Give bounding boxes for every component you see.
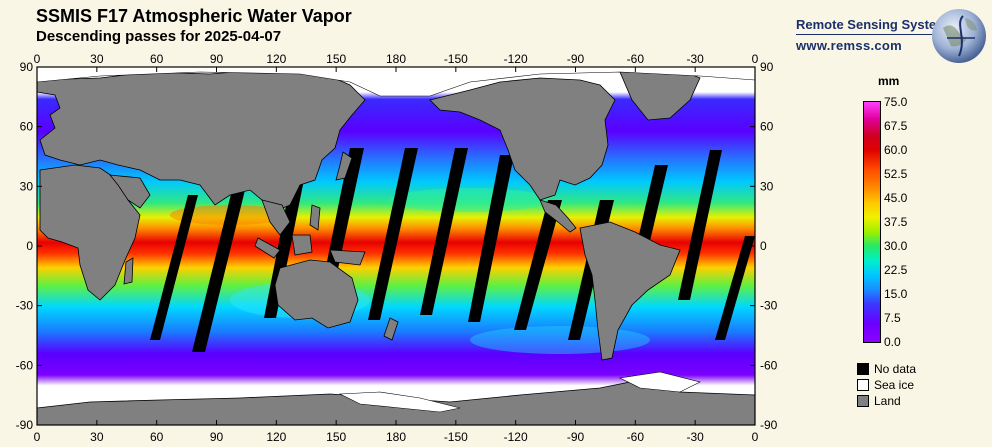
no-data-swath — [678, 150, 722, 300]
legend-swatch — [857, 363, 869, 375]
colorbar-tick-label: 22.5 — [884, 263, 908, 277]
brand-name: Remote Sensing Systems — [796, 17, 955, 32]
colorbar-unit: mm — [878, 74, 900, 88]
legend-label: Sea ice — [874, 378, 915, 392]
colorbar-tick-label: 37.5 — [884, 215, 908, 229]
no-data-swath — [192, 190, 245, 352]
no-data-swath — [514, 200, 562, 330]
lon-tick-label: -30 — [686, 430, 704, 444]
landmass-australia — [274, 259, 359, 329]
lon-tick-label: 0 — [752, 52, 759, 66]
lat-tick-label: 0 — [760, 239, 767, 253]
lon-tick-label: -120 — [504, 52, 528, 66]
legend-swatch — [857, 395, 869, 407]
lon-tick-label: 0 — [752, 430, 759, 444]
landmass-europe-asia — [37, 69, 366, 211]
lon-tick-label: 30 — [90, 52, 104, 66]
sea-ice-arctic — [37, 67, 755, 97]
lat-tick-label: -60 — [760, 358, 778, 372]
no-data-swath — [368, 148, 418, 320]
sea-ice — [37, 67, 755, 413]
vapor-plume — [470, 326, 650, 354]
globe-logo-icon — [932, 9, 986, 63]
brand-divider — [796, 34, 948, 35]
landmass-north-america — [429, 77, 616, 201]
colorbar — [863, 101, 881, 343]
lat-tick-label: -60 — [16, 358, 34, 372]
legend-item: Land — [857, 394, 901, 408]
lon-tick-label: 120 — [266, 430, 286, 444]
landmass-sumatra — [254, 237, 281, 259]
lat-tick-label: 30 — [760, 179, 774, 193]
colorbar-tick-label: 15.0 — [884, 287, 908, 301]
lon-tick-label: -120 — [504, 430, 528, 444]
landmass-madagascar — [123, 257, 134, 285]
no-data-swath — [150, 195, 198, 340]
lon-tick-label: 60 — [150, 52, 164, 66]
lon-tick-label: 150 — [326, 430, 346, 444]
legend-item: No data — [857, 362, 916, 376]
lon-tick-label: 60 — [150, 430, 164, 444]
legend-item: Sea ice — [857, 378, 914, 392]
lat-tick-label: 90 — [760, 60, 774, 74]
legend-label: Land — [874, 394, 901, 408]
lat-tick-label: -90 — [760, 418, 778, 432]
land — [37, 69, 755, 425]
no-data-swath — [468, 155, 514, 322]
lat-tick-label: 60 — [20, 120, 34, 134]
lon-tick-label: 180 — [386, 430, 406, 444]
colorbar-tick-label: 0.0 — [884, 335, 901, 349]
legend-swatch — [857, 379, 869, 391]
lon-tick-label: -90 — [567, 52, 585, 66]
landmass-philippines — [309, 204, 321, 231]
lat-tick-label: -90 — [16, 418, 34, 432]
landmass-japan — [335, 151, 353, 181]
lon-tick-label: -60 — [627, 430, 645, 444]
lon-tick-label: 0 — [34, 52, 41, 66]
landmass-south-america — [579, 221, 681, 361]
map-subtitle: Descending passes for 2025-04-07 — [36, 28, 282, 45]
legend-label: No data — [874, 362, 917, 376]
lon-tick-label: 90 — [210, 52, 224, 66]
vapor-plume — [390, 188, 550, 212]
lon-tick-label: 120 — [266, 52, 286, 66]
lat-tick-label: 30 — [20, 179, 34, 193]
landmass-central-america — [539, 199, 577, 233]
colorbar-tick-label: 7.5 — [884, 311, 901, 325]
colorbar-tick-label: 67.5 — [884, 119, 908, 133]
lon-tick-label: 90 — [210, 430, 224, 444]
lat-tick-label: 0 — [26, 239, 33, 253]
landmass-new-guinea — [329, 249, 366, 266]
no-data-swath — [715, 236, 755, 340]
no-data-swath — [420, 148, 468, 315]
landmass-borneo — [291, 234, 313, 256]
lon-tick-label: -150 — [444, 430, 468, 444]
lon-tick-label: -90 — [567, 430, 585, 444]
lon-tick-label: -60 — [627, 52, 645, 66]
map-title: SSMIS F17 Atmospheric Water Vapor — [36, 6, 352, 26]
lat-tick-label: 90 — [20, 60, 34, 74]
lat-tick-label: -30 — [760, 299, 778, 313]
lon-tick-label: 150 — [326, 52, 346, 66]
brand-url: www.remss.com — [796, 38, 903, 53]
colorbar-tick-label: 75.0 — [884, 95, 908, 109]
colorbar-tick-label: 60.0 — [884, 143, 908, 157]
no-data-swath — [264, 160, 308, 318]
landmass-new-zealand — [383, 317, 399, 341]
lon-tick-label: -150 — [444, 52, 468, 66]
landmass-indochina — [261, 199, 291, 236]
lon-tick-label: 0 — [34, 430, 41, 444]
sea-ice-antarctic — [619, 371, 701, 393]
sea-ice-antarctic — [338, 391, 461, 413]
colorbar-tick-label: 30.0 — [884, 239, 908, 253]
lon-tick-label: 30 — [90, 430, 104, 444]
landmass-arabia — [109, 174, 151, 209]
lon-tick-label: -30 — [686, 52, 704, 66]
lat-tick-label: -30 — [16, 299, 34, 313]
colorbar-tick-label: 45.0 — [884, 191, 908, 205]
lat-tick-label: 60 — [760, 120, 774, 134]
lon-tick-label: 180 — [386, 52, 406, 66]
colorbar-tick-label: 52.5 — [884, 167, 908, 181]
